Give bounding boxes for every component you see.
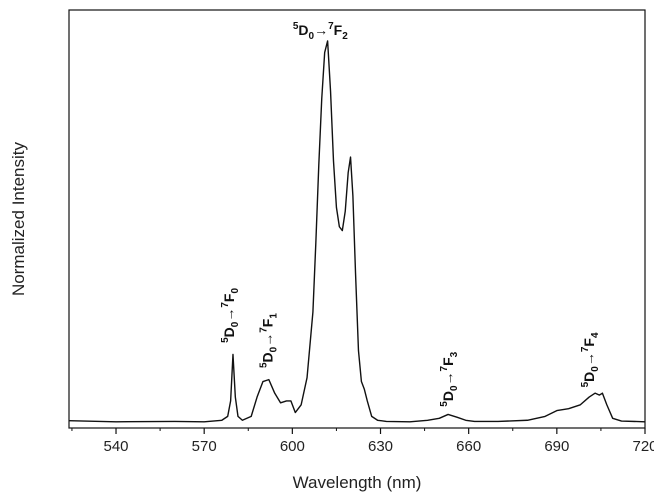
x-axis-tick-labels: 540 570 600 630 660 690 720 [104,438,654,455]
transition-label: 5D0→7F0 [220,288,241,343]
x-tick-label: 600 [280,438,305,455]
x-tick-label: 630 [368,438,393,455]
x-tick-label: 660 [456,438,481,455]
x-axis-ticks [71,428,646,434]
transition-label: 5D0→7F1 [258,313,279,368]
peak-annotations: 5D0→7F0 5D0→7F1 5D0→7F2 5D0→7F3 5D0→7F4 [220,21,601,407]
x-axis-label: Wavelength (nm) [293,473,422,492]
transition-label: 5D0→7F3 [439,351,460,406]
x-tick-label: 690 [544,438,569,455]
x-tick-label: 720 [632,438,654,455]
x-tick-label: 570 [192,438,217,455]
spectrum-line [68,40,646,423]
y-axis-label: Normalized Intensity [9,142,28,297]
transition-label: 5D0→7F4 [580,332,601,387]
transition-label: 5D0→7F2 [293,21,348,42]
plot-frame [68,9,646,429]
x-tick-label: 540 [104,438,129,455]
